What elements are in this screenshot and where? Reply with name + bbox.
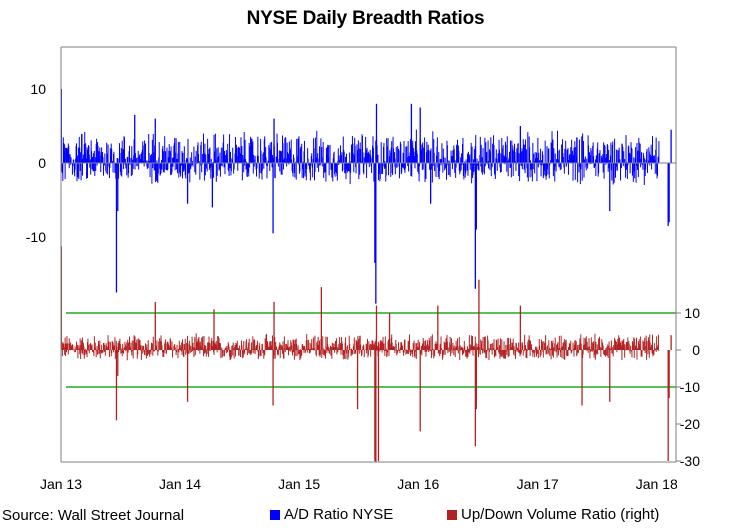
reference-lines [66, 312, 676, 388]
x-tick-label: Jan 14 [159, 476, 201, 492]
ad-ratio-bars [60, 89, 672, 304]
right-tick-label: -30 [680, 453, 700, 469]
left-tick-label: 10 [30, 81, 46, 97]
right-tick-label: 0 [692, 342, 700, 358]
source-note: Source: Wall Street Journal [2, 507, 185, 524]
x-tick-label: Jan 18 [636, 476, 678, 492]
x-tick-label: Jan 17 [517, 476, 559, 492]
left-tick-label: -10 [26, 229, 46, 245]
legend-label-ud: Up/Down Volume Ratio (right) [461, 506, 660, 523]
legend-updown-volume: Up/Down Volume Ratio (right) [447, 506, 659, 523]
left-tick-label: 0 [38, 155, 46, 171]
axes [60, 46, 677, 463]
legend-ad-ratio: A/D Ratio NYSE [270, 506, 393, 523]
right-tick-label: -20 [680, 416, 700, 432]
updown-volume-bars [60, 246, 672, 462]
right-tick-label: 10 [684, 305, 700, 321]
legend-label-ad: A/D Ratio NYSE [284, 506, 394, 523]
tick-labels: 10 0 -10 10 0 -10 -20 -30 Jan 13 Jan 14 Jan 15 Jan … [26, 81, 700, 492]
x-tick-label: Jan 15 [278, 476, 320, 492]
x-tick-label: Jan 16 [397, 476, 439, 492]
plot-area [61, 47, 676, 462]
legend-swatch-red [447, 509, 457, 520]
x-tick-label: Jan 13 [40, 476, 82, 492]
legend-swatch-blue [270, 509, 280, 520]
right-tick-label: -10 [680, 379, 700, 395]
chart-title: NYSE Daily Breadth Ratios [246, 8, 485, 29]
